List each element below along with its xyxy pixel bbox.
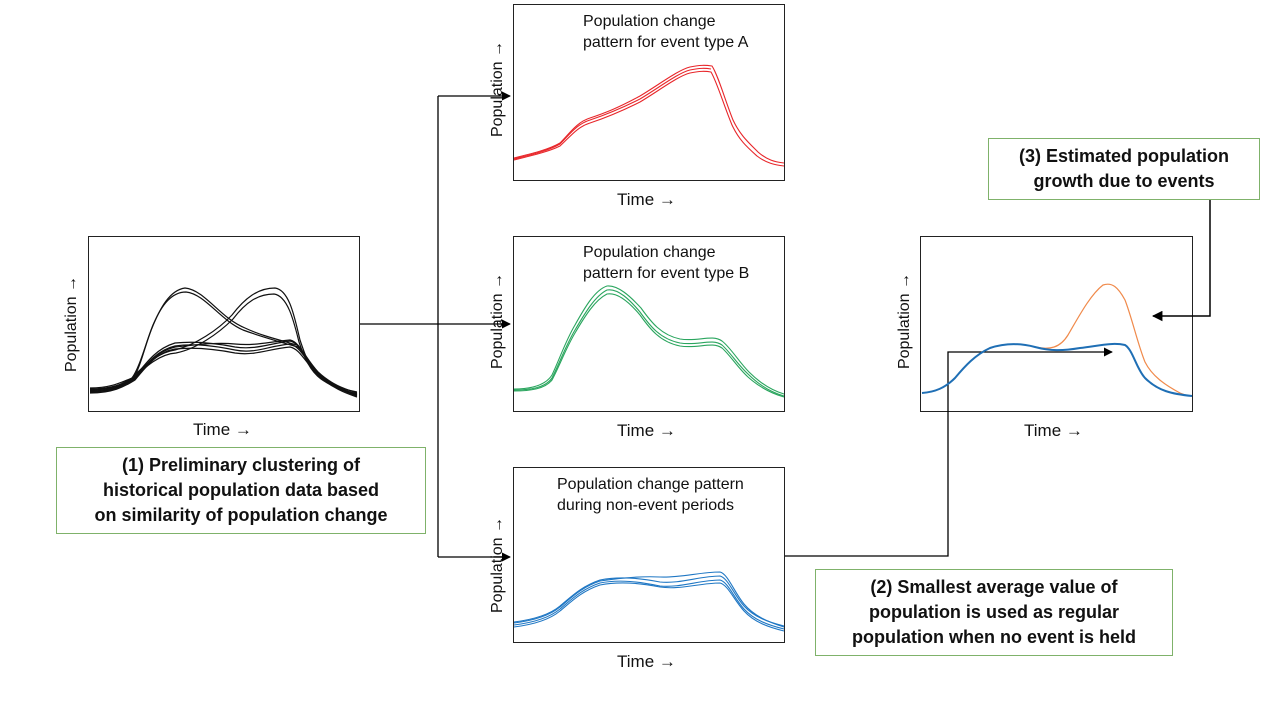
non-event-title-line2: during non-event periods <box>557 497 735 514</box>
step1-line3: on similarity of population change <box>94 505 388 525</box>
estimate-y-label: Population → <box>896 272 913 370</box>
step3-line2: growth due to events <box>1033 171 1215 191</box>
non-event-x-label: Time → <box>617 652 676 671</box>
estimate-x-label: Time → <box>1024 421 1083 440</box>
step1-note: (1) Preliminary clustering of historical… <box>56 447 426 534</box>
step1-line2: historical population data based <box>102 480 380 500</box>
event-b-y-label: Population → <box>489 272 506 370</box>
estimate-chart <box>920 236 1193 412</box>
step2-line2: population is used as regular <box>868 602 1120 622</box>
event-b-title: Population change pattern for event type… <box>583 242 749 284</box>
historical-y-label: Population → <box>63 275 80 373</box>
step3-line1: (3) Estimated population <box>1018 146 1229 166</box>
event-b-title-line2: pattern for event type B <box>583 265 750 282</box>
event-b-x-label: Time → <box>617 421 676 440</box>
step2-note: (2) Smallest average value of population… <box>815 569 1173 656</box>
non-event-y-label: Population → <box>489 516 506 614</box>
non-event-title: Population change pattern during non-eve… <box>557 474 744 516</box>
event-a-title-line1: Population change <box>583 13 716 30</box>
step1-line1: (1) Preliminary clustering of <box>121 455 361 475</box>
event-a-y-label: Population → <box>489 40 506 138</box>
event-a-title: Population change pattern for event type… <box>583 11 748 53</box>
event-a-title-line2: pattern for event type A <box>583 34 749 51</box>
step2-line1: (2) Smallest average value of <box>870 577 1118 597</box>
historical-x-label: Time → <box>193 420 252 439</box>
step3-note: (3) Estimated population growth due to e… <box>988 138 1260 200</box>
non-event-title-line1: Population change pattern <box>557 476 744 493</box>
event-a-x-label: Time → <box>617 190 676 209</box>
step2-line3: population when no event is held <box>851 627 1136 647</box>
event-b-title-line1: Population change <box>583 244 716 261</box>
historical-chart <box>88 236 360 412</box>
